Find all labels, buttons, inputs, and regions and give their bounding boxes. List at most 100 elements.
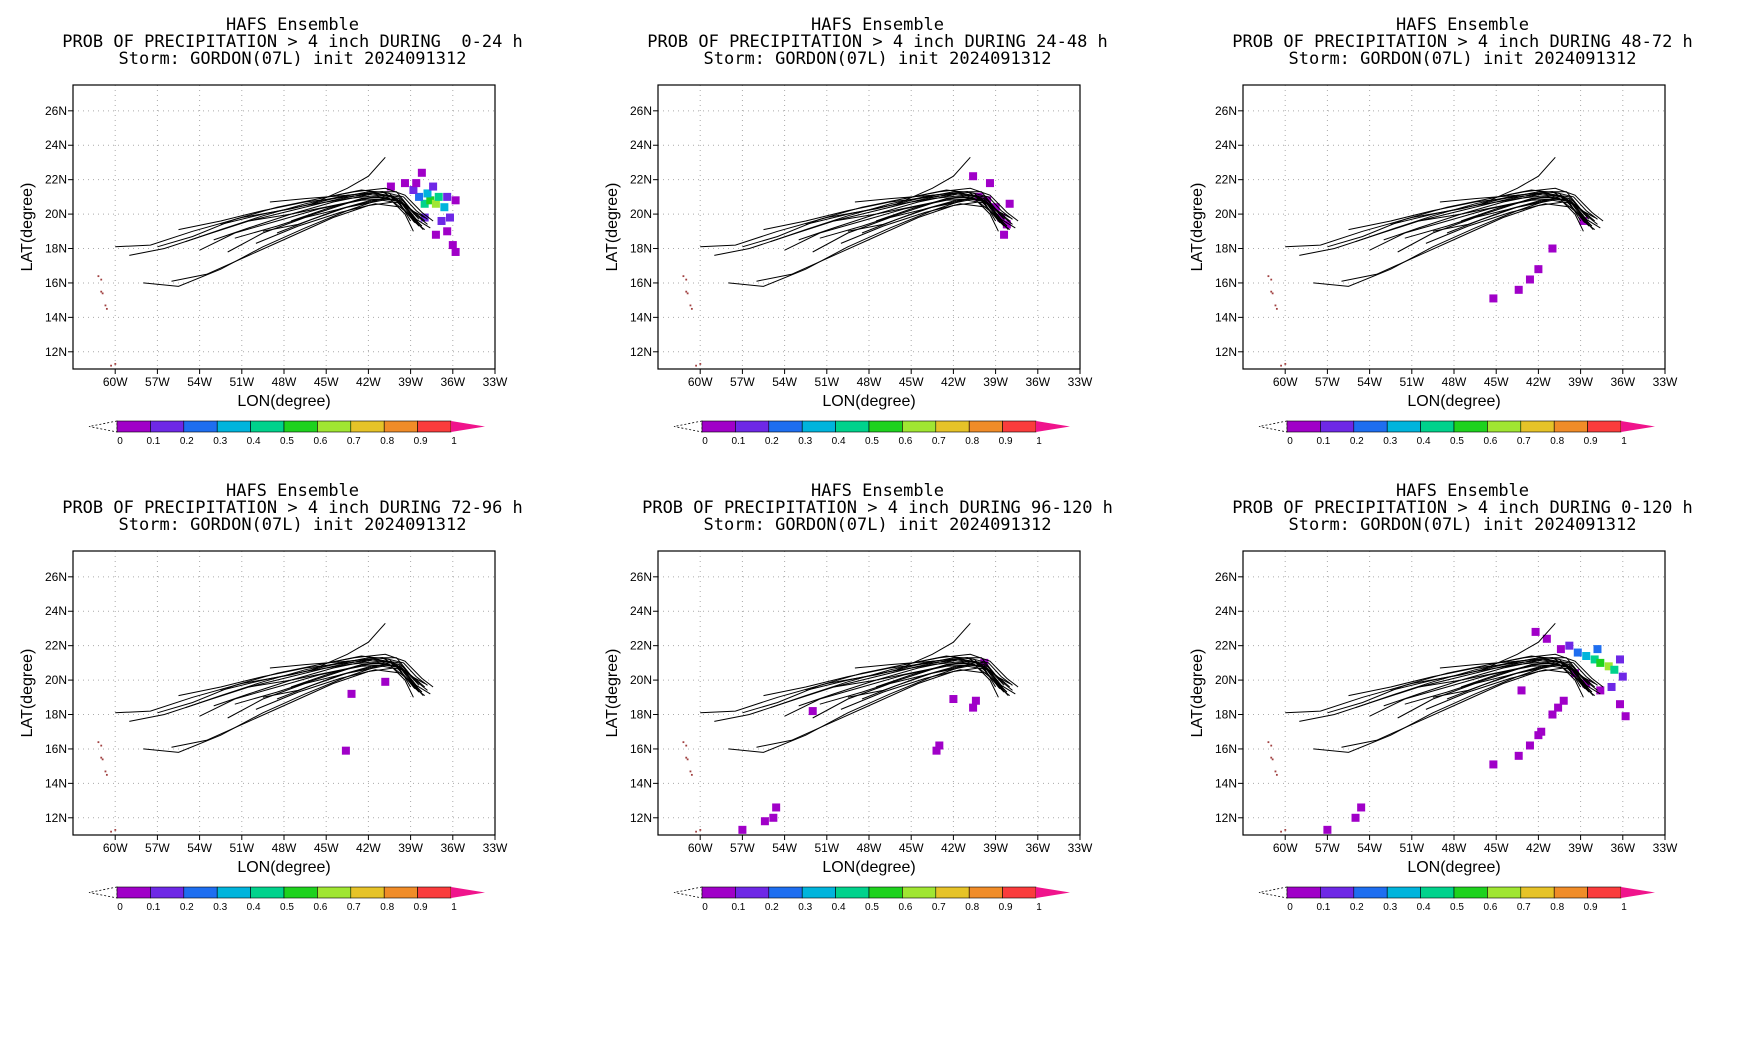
y-tick-label: 14N (1215, 310, 1237, 324)
precip-cell (431, 199, 440, 208)
colorbar-tick-label: 0.8 (1550, 436, 1564, 447)
y-tick-label: 12N (45, 345, 67, 359)
x-tick-label: 33W (483, 375, 508, 389)
ensemble-track (178, 658, 423, 697)
ensemble-track (171, 201, 423, 282)
precip-cell (409, 185, 418, 194)
colorbar-segment (1520, 420, 1555, 433)
colorbar-tick-label: 0.7 (1517, 436, 1531, 447)
precip-cell (420, 199, 429, 208)
y-tick-label: 16N (1215, 276, 1237, 290)
x-tick-label: 39W (398, 375, 423, 389)
island-mark (699, 829, 702, 831)
ensemble-track (1489, 653, 1604, 688)
y-axis-label: LAT(degree) (19, 649, 36, 738)
colorbar-segment (1487, 886, 1522, 899)
colorbar-tick-label: 0.9 (1584, 902, 1598, 913)
ensemble-track (904, 187, 1019, 222)
precip-cell (381, 677, 390, 686)
chart-panel-6: HAFS Ensemble PROB OF PRECIPITATION > 4 i… (1170, 476, 1755, 998)
y-tick-label: 20N (45, 673, 67, 687)
y-tick-label: 20N (45, 207, 67, 221)
colorbar-tick-label: 0 (117, 436, 123, 447)
colorbar-tick-label: 0.5 (280, 436, 294, 447)
x-tick-label: 42W (1526, 375, 1551, 389)
island-mark (104, 304, 107, 307)
x-axis-label: LON(degree) (822, 393, 915, 410)
y-tick-label: 26N (45, 570, 67, 584)
chart-title: HAFS Ensemble (810, 15, 945, 35)
x-tick-label: 36W (1610, 375, 1635, 389)
colorbar-segment (801, 420, 836, 433)
x-tick-label: 42W (941, 841, 966, 855)
colorbar-under-arrow (88, 886, 118, 899)
colorbar-tick-label: 0.9 (999, 902, 1013, 913)
x-tick-label: 45W (899, 841, 924, 855)
ensemble-track (756, 201, 1008, 282)
ensemble-track (220, 194, 412, 225)
colorbar-under-arrow (673, 420, 703, 433)
y-tick-label: 24N (630, 604, 652, 618)
x-tick-label: 51W (1399, 841, 1424, 855)
colorbar-segment (317, 886, 352, 899)
precip-cell (1607, 682, 1616, 691)
precip-cell (1005, 199, 1014, 208)
colorbar-tick-label: 0.9 (1584, 436, 1598, 447)
precip-cell (738, 825, 747, 834)
colorbar-segment (1286, 420, 1321, 433)
y-axis-label: LAT(degree) (19, 183, 36, 272)
colorbar-segment (150, 420, 185, 433)
ensemble-track (1341, 201, 1593, 282)
ensemble-track (728, 664, 1011, 753)
ensemble-track (1390, 660, 1582, 691)
precip-cell (431, 230, 440, 239)
precip-cell (429, 182, 438, 191)
precip-cell (423, 189, 432, 198)
island-mark (101, 758, 104, 761)
island-mark (1275, 307, 1278, 310)
x-tick-label: 33W (1068, 375, 1093, 389)
colorbar-tick-label: 0.9 (414, 902, 428, 913)
precip-cell (985, 179, 994, 188)
precip-cell (415, 192, 424, 201)
precip-cell (1573, 648, 1582, 657)
precip-cell (443, 192, 452, 201)
y-tick-label: 24N (1215, 604, 1237, 618)
island-mark (695, 364, 697, 367)
colorbar-under-arrow (88, 420, 118, 433)
x-tick-label: 60W (688, 375, 713, 389)
y-tick-label: 16N (1215, 742, 1237, 756)
ensemble-track (1313, 198, 1596, 287)
ensemble-track (1299, 192, 1590, 256)
x-tick-label: 33W (483, 841, 508, 855)
colorbar-tick-label: 0.6 (898, 436, 912, 447)
x-tick-label: 33W (1653, 841, 1678, 855)
colorbar-tick-label: 0.1 (1316, 436, 1330, 447)
island-mark (685, 278, 688, 281)
ensemble-track (1348, 192, 1593, 231)
colorbar-segment (1002, 420, 1037, 433)
colorbar-tick-label: 0.6 (313, 902, 327, 913)
x-tick-label: 33W (1653, 375, 1678, 389)
y-tick-label: 18N (45, 708, 67, 722)
precip-cell (451, 196, 460, 205)
island-mark (686, 292, 689, 295)
y-axis-label: LAT(degree) (604, 649, 621, 738)
x-tick-label: 39W (983, 375, 1008, 389)
x-tick-label: 54W (187, 375, 212, 389)
chart-storm-line: Storm: GORDON(07L) init 2024091312 (703, 515, 1052, 535)
ensemble-track (728, 198, 1011, 287)
colorbar-tick-label: 0.8 (380, 436, 394, 447)
colorbar-segment (183, 420, 218, 433)
x-axis-label: LON(degree) (1407, 393, 1500, 410)
colorbar-tick-label: 0.5 (280, 902, 294, 913)
y-tick-label: 20N (630, 207, 652, 221)
ensemble-track (262, 198, 425, 232)
colorbar-tick-label: 1 (1621, 436, 1627, 447)
y-tick-label: 22N (1215, 639, 1237, 653)
precip-cell (1525, 741, 1534, 750)
island-mark (689, 304, 692, 307)
x-tick-label: 57W (730, 841, 755, 855)
precip-cell (1556, 645, 1565, 654)
map-frame (1242, 84, 1666, 370)
